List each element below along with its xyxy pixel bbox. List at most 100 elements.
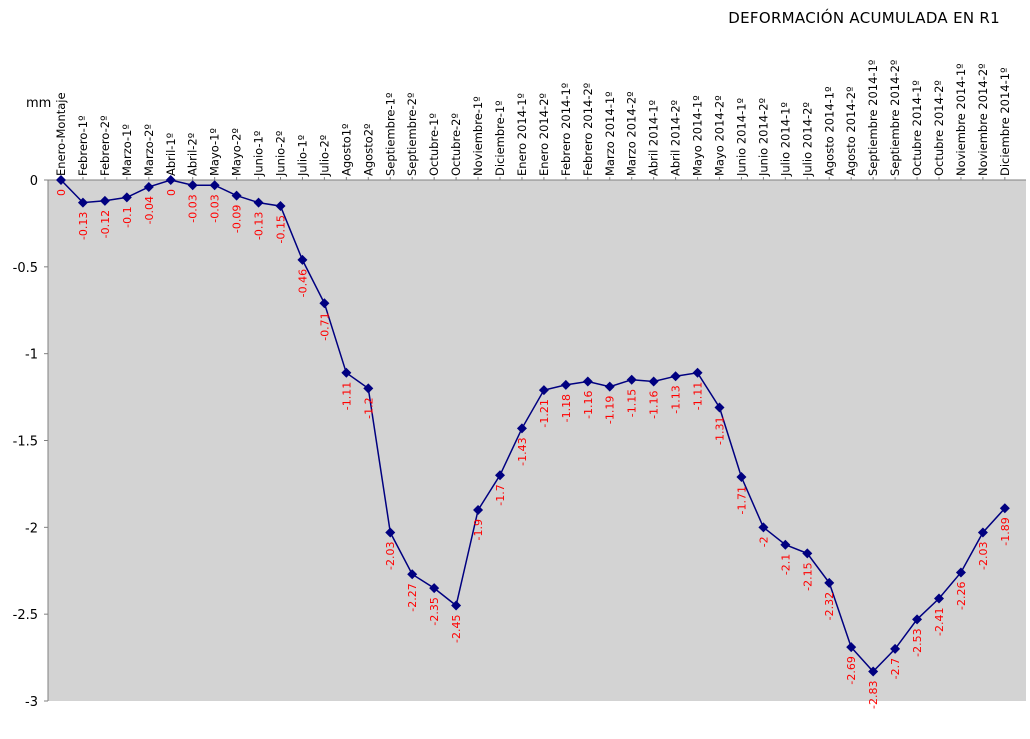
data-label: -1.13 (670, 385, 683, 413)
data-point-marker (999, 503, 1010, 514)
series-line (60, 179, 1006, 673)
data-point-marker (626, 374, 637, 385)
chart-title: DEFORMACIÓN ACUMULADA EN R1 (728, 9, 1000, 27)
data-point-marker (297, 254, 308, 265)
data-label: -2.1 (779, 554, 792, 575)
data-label: 0 (55, 189, 68, 196)
x-tick-label: Mayo-1º (208, 128, 222, 176)
data-label: -1.9 (472, 519, 485, 540)
x-tick-label: Abril-2º (186, 133, 200, 176)
y-tick-label: -1.5 (13, 435, 38, 450)
x-tick-label: Octubre 2014-2º (932, 80, 946, 176)
x-tick-label: Enero-Montaje (54, 92, 68, 176)
data-point-marker (407, 569, 418, 580)
x-tick-label: Junio-1º (252, 131, 266, 177)
series-markers (56, 175, 1010, 677)
data-point-marker (560, 379, 571, 390)
data-label: -0.04 (143, 196, 156, 224)
data-point-marker (165, 175, 176, 185)
x-tick-label: Diciembre-1º (493, 100, 507, 176)
data-label: -0.03 (187, 194, 200, 222)
x-tick-label: Septiembre-1º (383, 93, 397, 176)
data-point-marker (912, 614, 923, 625)
data-point-marker (758, 522, 769, 533)
data-point-marker (802, 548, 813, 559)
data-label: -2.53 (911, 628, 924, 656)
x-tick-label: Diciembre 2014-1º (998, 67, 1012, 176)
x-tick-label: Enero 2014-1º (515, 93, 529, 176)
data-label: -0.09 (231, 205, 244, 233)
x-tick-label: Septiembre 2014-1º (866, 60, 880, 176)
data-label: -1.31 (714, 417, 727, 445)
data-label: -1.16 (648, 390, 661, 418)
data-label: -1.18 (560, 394, 573, 422)
data-point-marker (99, 195, 110, 206)
y-tick-label: -1 (25, 348, 38, 363)
data-point-marker (868, 666, 879, 677)
x-tick-label: Febrero-1º (76, 115, 90, 176)
data-label: -0.71 (318, 312, 331, 340)
data-point-marker (143, 181, 154, 192)
data-label: -1.71 (735, 486, 748, 514)
y-axis-unit-label: mm (26, 96, 52, 111)
x-tick-label: Mayo 2014-2º (713, 95, 727, 176)
data-label: -2 (757, 536, 770, 547)
data-point-marker (56, 175, 66, 185)
data-label: -2.41 (933, 608, 946, 636)
x-tick-label: Marzo 2014-2º (625, 91, 639, 176)
data-label: -1.11 (692, 382, 705, 410)
data-labels: 0 -0.13 -0.12 -0.1 -0.04 0 -0.03 -0.03 -0.09 -0.1… (55, 189, 1012, 709)
x-tick-label: Junio-2º (274, 131, 288, 177)
x-tick-label: Octubre-1º (427, 113, 441, 176)
data-label: -1.43 (516, 437, 529, 465)
x-tick-label: Abril-1º (164, 133, 178, 176)
data-label: -2.15 (801, 562, 814, 590)
x-tick-label: Agosto1º (339, 124, 353, 176)
data-label: -0.12 (99, 210, 112, 238)
x-tick-label: Septiembre-2º (405, 93, 419, 176)
data-point-marker (209, 180, 220, 191)
data-point-marker (77, 197, 88, 208)
data-label: -0.46 (296, 269, 309, 297)
x-tick-label: Agosto2º (361, 124, 375, 176)
data-point-marker (275, 201, 286, 212)
data-point-marker (670, 371, 681, 382)
data-point-marker (451, 600, 462, 611)
data-label: -1.19 (604, 396, 617, 424)
data-point-marker (955, 567, 966, 578)
data-label: -0.03 (209, 194, 222, 222)
x-tick-label: Julio-2º (317, 135, 331, 177)
x-tick-label: Octubre-2º (449, 113, 463, 176)
x-tick-label: Febrero 2014-1º (559, 83, 573, 176)
y-tick-label: -2 (25, 521, 38, 536)
data-point-marker (977, 527, 988, 538)
data-label: -2.32 (823, 592, 836, 620)
data-point-marker (253, 197, 264, 208)
x-tick-label: Febrero-2º (98, 115, 112, 176)
data-point-marker (429, 583, 440, 594)
data-label: -1.16 (582, 390, 595, 418)
data-point-marker (473, 504, 484, 515)
y-axis-ticks: 0 -0.5 -1 -1.5 -2 -2.5 -3 (13, 174, 48, 710)
x-tick-label: Mayo 2014-1º (691, 95, 705, 176)
data-point-marker (363, 383, 374, 394)
x-tick-label: Marzo-2º (142, 124, 156, 176)
x-tick-label: Enero 2014-2º (537, 93, 551, 176)
data-point-marker (538, 385, 549, 396)
data-point-marker (495, 470, 505, 481)
x-axis-tick-labels: Enero-Montaje Febrero-1º Febrero-2º Marzo-1… (54, 60, 1012, 180)
x-tick-label: Marzo 2014-1º (603, 91, 617, 176)
data-label: -1.89 (999, 517, 1012, 545)
x-tick-label: Junio 2014-1º (734, 98, 748, 177)
x-tick-label: Septiembre 2014-2º (888, 60, 902, 176)
x-tick-label: Marzo-1º (120, 124, 134, 176)
y-tick-label: -2.5 (13, 608, 38, 623)
data-point-marker (385, 527, 396, 538)
data-point-marker (604, 381, 615, 392)
x-tick-label: Febrero 2014-2º (581, 83, 595, 176)
x-tick-label: Julio 2014-2º (800, 102, 814, 177)
data-label: -0.1 (121, 206, 134, 227)
x-tick-label: Mayo-2º (230, 128, 244, 176)
data-label: -0.13 (253, 212, 266, 240)
data-point-marker (890, 643, 901, 654)
